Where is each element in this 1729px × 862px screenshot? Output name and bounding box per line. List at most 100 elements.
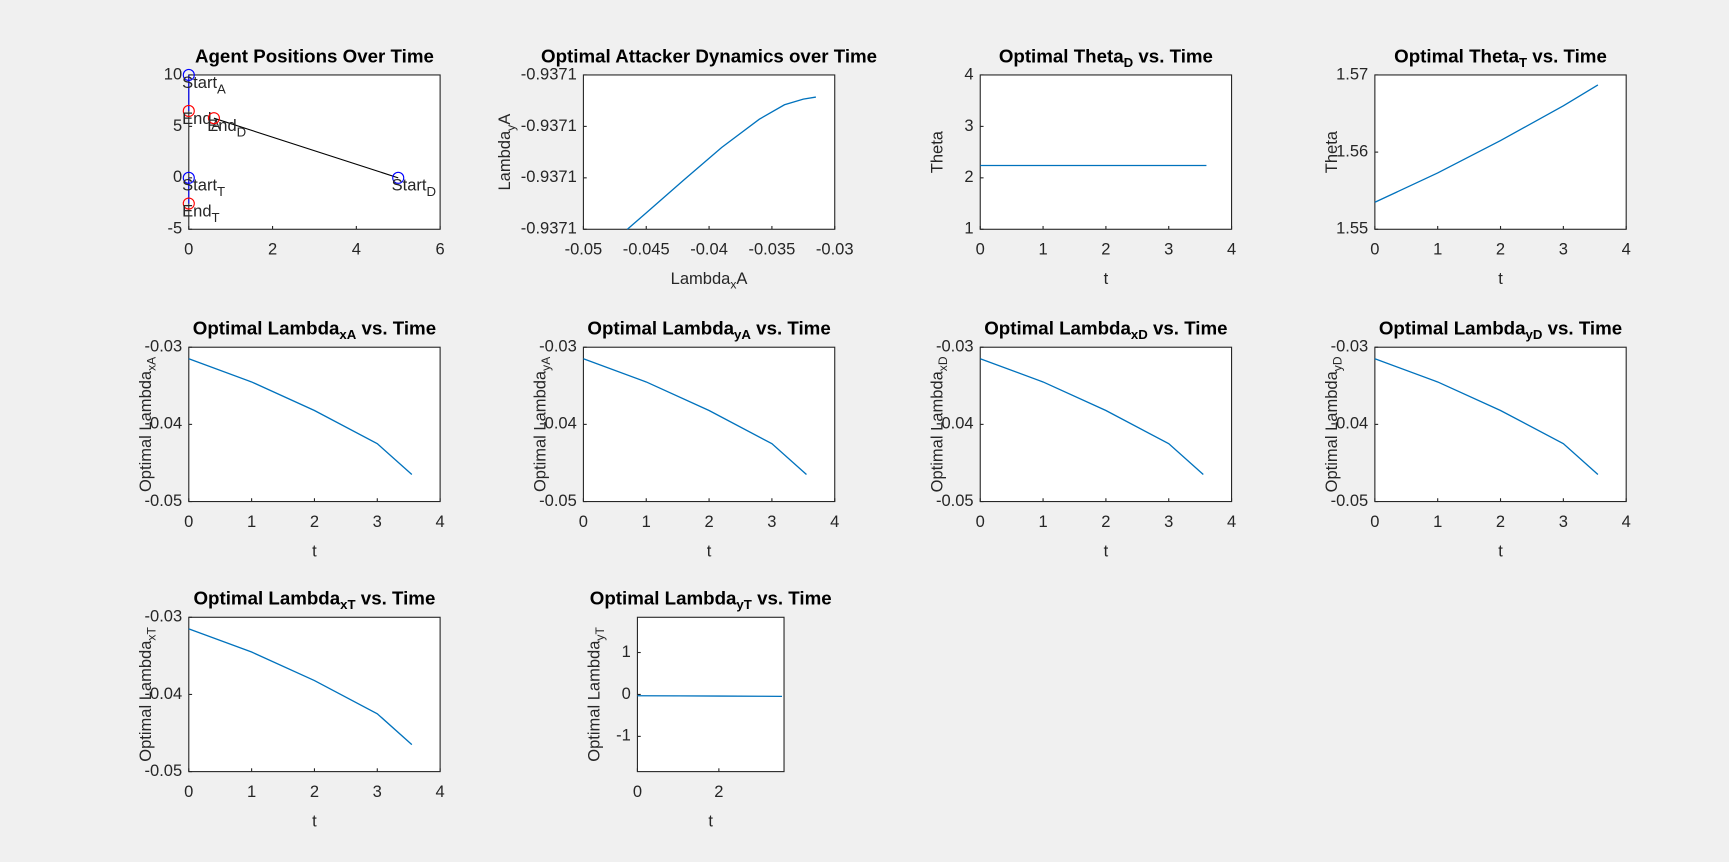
data-line: [583, 358, 807, 476]
x-axis-label: t: [707, 542, 712, 561]
text-part: Optimal Lambda: [136, 640, 155, 762]
text-part: vs. Time: [1527, 45, 1607, 66]
data-line: [626, 96, 816, 230]
x-tick-label: 0: [633, 782, 642, 801]
text-part: xT: [340, 597, 355, 612]
x-tick-label: 1: [1433, 240, 1442, 259]
x-axis-label: t: [1498, 542, 1503, 561]
y-tick-label: 0: [622, 684, 631, 703]
text-part: t: [1498, 542, 1503, 561]
chart-title: Optimal LambdayT vs. Time: [590, 588, 832, 612]
chart-title: Optimal LambdayA vs. Time: [587, 318, 830, 342]
y-tick-label: 10: [164, 64, 182, 83]
text-part: x: [730, 278, 736, 292]
text-part: T: [212, 209, 220, 224]
x-axis-label: t: [708, 812, 713, 831]
x-tick-label: 2: [268, 240, 277, 259]
text-part: Start: [182, 176, 217, 195]
y-tick-label: -0.03: [145, 607, 183, 626]
x-tick-label: 0: [184, 240, 193, 259]
y-tick-label: -0.05: [145, 491, 183, 510]
y-tick-label: -0.03: [936, 337, 974, 356]
x-axis-label: t: [312, 542, 317, 561]
axes-background: [188, 346, 441, 503]
text-part: Optimal Lambda: [928, 370, 947, 492]
text-part: T: [1519, 54, 1527, 69]
x-axis-label: t: [312, 812, 317, 831]
text-part: A: [212, 117, 221, 132]
x-tick-label: 3: [1559, 240, 1568, 259]
text-part: t: [312, 812, 317, 831]
text-part: Optimal Lambda: [590, 588, 737, 609]
x-tick-label: 3: [1559, 512, 1568, 531]
x-tick-label: 0: [976, 240, 985, 259]
axes-background: [188, 616, 441, 773]
text-part: vs. Time: [356, 318, 436, 339]
text-part: t: [1104, 542, 1109, 561]
text-part: Optimal Theta: [1394, 45, 1519, 66]
x-tick-label: 1: [642, 512, 651, 531]
x-tick-label: 3: [373, 782, 382, 801]
x-tick-label: 1: [247, 782, 256, 801]
chart-title: Optimal ThetaD vs. Time: [999, 45, 1213, 69]
text-part: D: [427, 184, 437, 199]
x-tick-label: 4: [1227, 240, 1236, 259]
agent-marker: [182, 171, 195, 184]
text-part: t: [708, 812, 713, 831]
text-part: End: [207, 116, 236, 135]
y-tick-label: -0.04: [145, 684, 183, 703]
agent-marker: [182, 197, 195, 210]
x-tick-label: -0.04: [690, 240, 728, 259]
x-tick-label: -0.03: [816, 240, 854, 259]
axes-background: [582, 74, 836, 230]
y-axis-label: Optimal LambdayA: [531, 356, 553, 492]
x-tick-label: 0: [976, 512, 985, 531]
x-tick-label: 6: [436, 240, 445, 259]
text-part: xT: [145, 627, 159, 641]
x-tick-label: 1: [1038, 240, 1047, 259]
y-tick-label: 1.57: [1336, 64, 1368, 83]
point-label: StartT: [182, 176, 225, 199]
x-tick-label: 1: [1038, 512, 1047, 531]
text-part: xD: [1131, 327, 1148, 342]
y-tick-label: 1: [964, 219, 973, 238]
x-tick-label: -0.05: [565, 240, 603, 259]
point-label: EndA: [182, 109, 220, 132]
y-tick-label: 1.56: [1336, 141, 1368, 160]
text-part: Start: [392, 176, 427, 195]
text-part: Agent Positions Over Time: [195, 45, 434, 66]
agent-marker: [207, 112, 220, 125]
y-axis-label: Theta: [1322, 130, 1341, 173]
trajectory-line: [213, 117, 399, 179]
text-part: D: [237, 124, 247, 139]
text-part: vs. Time: [356, 588, 436, 609]
x-tick-label: 3: [767, 512, 776, 531]
axes-background: [636, 616, 785, 773]
text-part: vs. Time: [1133, 45, 1213, 66]
chart-title: Agent Positions Over Time: [195, 45, 434, 66]
text-part: Optimal Lambda: [194, 588, 341, 609]
x-axis-label: LambdaxA: [671, 269, 748, 291]
y-tick-label: -0.04: [539, 414, 577, 433]
point-label: StartD: [392, 176, 436, 199]
text-part: t: [1104, 269, 1109, 288]
point-label: EndT: [182, 202, 219, 225]
y-tick-label: -0.05: [936, 491, 974, 510]
y-tick-label: 3: [964, 116, 973, 135]
x-tick-label: 2: [1101, 240, 1110, 259]
point-label: StartA: [182, 73, 226, 96]
x-tick-label: 0: [1370, 512, 1379, 531]
y-tick-label: -0.9371: [521, 64, 577, 83]
data-line: [188, 358, 413, 476]
text-part: t: [1498, 269, 1503, 288]
text-part: yA: [539, 356, 553, 371]
x-tick-label: 4: [436, 512, 445, 531]
y-tick-label: 2: [964, 167, 973, 186]
chart-title: Optimal LambdaxA vs. Time: [193, 318, 436, 342]
x-axis-label: t: [1104, 542, 1109, 561]
x-tick-label: 2: [1496, 240, 1505, 259]
y-tick-label: -0.05: [1331, 491, 1369, 510]
y-tick-label: -0.03: [539, 337, 577, 356]
